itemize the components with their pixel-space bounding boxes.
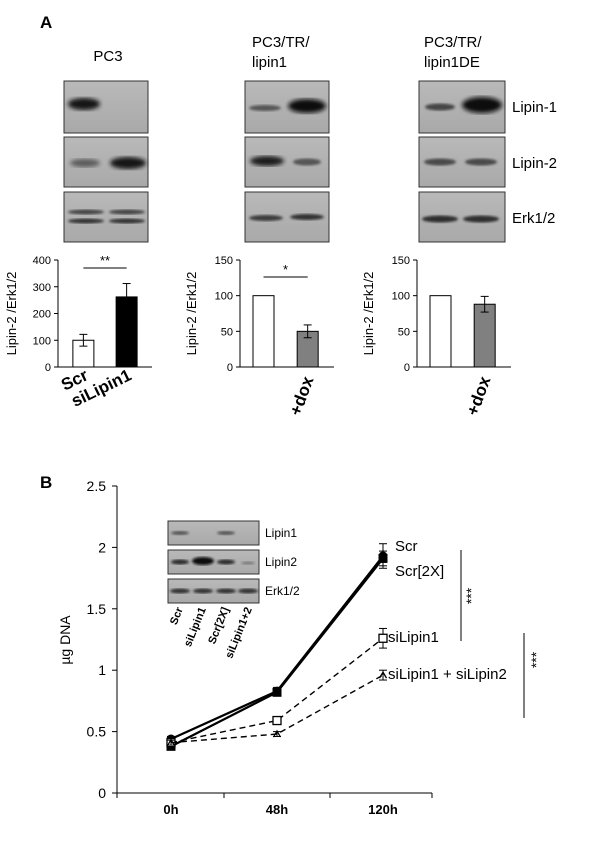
y-tick-label: 0.5	[87, 724, 107, 740]
bar	[473, 303, 496, 368]
x-tick-label: 48h	[266, 802, 288, 817]
y-tick-label: 100	[215, 291, 233, 303]
row-label-lipin-1: Lipin-1	[512, 99, 557, 116]
y-tick-label: 150	[215, 255, 233, 267]
bar	[429, 295, 452, 368]
blot-title-line: PC3	[93, 48, 122, 65]
y-tick-label: 150	[392, 255, 410, 267]
series-line	[170, 674, 384, 744]
bar	[252, 295, 275, 368]
y-tick-label: 50	[398, 326, 410, 338]
data-point	[378, 553, 388, 563]
inset-western-blot	[167, 520, 260, 604]
row-label-erk: Erk1/2	[512, 210, 555, 227]
series-label: Scr[2X]	[395, 563, 444, 580]
blot-title-pc3-tr-lipin1: PC3/TR/ lipin1	[252, 34, 310, 71]
y-axis-label: µg DNA	[57, 615, 73, 665]
data-point	[378, 633, 388, 643]
series-label: Scr	[395, 538, 418, 555]
blot-title-pc3: PC3	[93, 48, 122, 65]
blot-title-pc3-tr-lipin1de: PC3/TR/ lipin1DE	[424, 34, 482, 71]
y-tick-label: 100	[33, 335, 51, 347]
data-point	[272, 715, 282, 726]
inset-row-label-erk: Erk1/2	[265, 584, 300, 598]
y-tick-label: 1.5	[87, 601, 107, 617]
data-point	[272, 729, 282, 738]
panel-b-label: B	[40, 473, 52, 492]
significance-stars: **	[100, 253, 110, 268]
inset-lane-label-scr2x: Scr[2X]	[206, 605, 232, 646]
y-tick-label: 400	[33, 255, 51, 267]
series-label: siLipin1 + siLipin2	[388, 666, 507, 683]
y-tick-label: 200	[33, 309, 51, 321]
row-label-lipin-2: Lipin-2	[512, 155, 557, 172]
y-tick-label: 0	[227, 362, 233, 374]
x-tick-label: 0h	[163, 802, 178, 817]
blot-title-line: lipin1DE	[424, 54, 480, 71]
data-point	[166, 738, 176, 746]
y-tick-label: 1	[98, 662, 106, 678]
blot-title-line: lipin1	[252, 54, 287, 71]
y-axis-label: Lipin-2 /Erk1/2	[361, 272, 376, 356]
y-tick-label: 2.5	[87, 478, 107, 494]
western-blot-pc3	[63, 80, 149, 243]
inset-lane-label-scr: Scr	[168, 605, 186, 627]
data-point	[378, 670, 388, 679]
y-tick-label: 0	[98, 785, 106, 801]
series-label: siLipin1	[388, 629, 439, 646]
y-axis-label: Lipin-2 /Erk1/2	[4, 272, 19, 356]
y-tick-label: 0	[404, 362, 410, 374]
inset-row-label-lipin2: Lipin2	[265, 555, 297, 569]
bar-chart-pc3-tr-lipin1de: 0 50 100 150 Lipin-2 /Erk1/2 +dox	[361, 255, 511, 418]
blot-title-line: PC3/TR/	[252, 34, 310, 51]
significance-stars: ***	[463, 587, 479, 604]
y-tick-label: 100	[392, 291, 410, 303]
bar-chart-pc3-tr-lipin1: 0 50 100 150 Lipin-2 /Erk1/2 +dox *	[184, 255, 334, 418]
blot-title-line: PC3/TR/	[424, 34, 482, 51]
y-tick-label: 50	[221, 326, 233, 338]
inset-lane-label-silipin1: siLipin1	[182, 606, 209, 649]
significance-stars: ***	[528, 651, 544, 668]
western-blot-pc3-tr-lipin1	[244, 80, 330, 243]
category-label: +dox	[463, 373, 495, 418]
y-tick-label: 0	[45, 362, 51, 374]
y-tick-label: 2	[98, 539, 106, 555]
y-axis-label: Lipin-2 /Erk1/2	[184, 272, 199, 356]
x-tick-label: 120h	[368, 802, 398, 817]
western-blot-pc3-tr-lipin1de	[418, 80, 506, 243]
y-tick-label: 300	[33, 282, 51, 294]
significance-stars: *	[283, 262, 288, 277]
inset-row-label-lipin1: Lipin1	[265, 526, 297, 540]
panel-a-label: A	[40, 13, 52, 32]
category-label: +dox	[286, 373, 318, 418]
data-point	[272, 687, 282, 697]
